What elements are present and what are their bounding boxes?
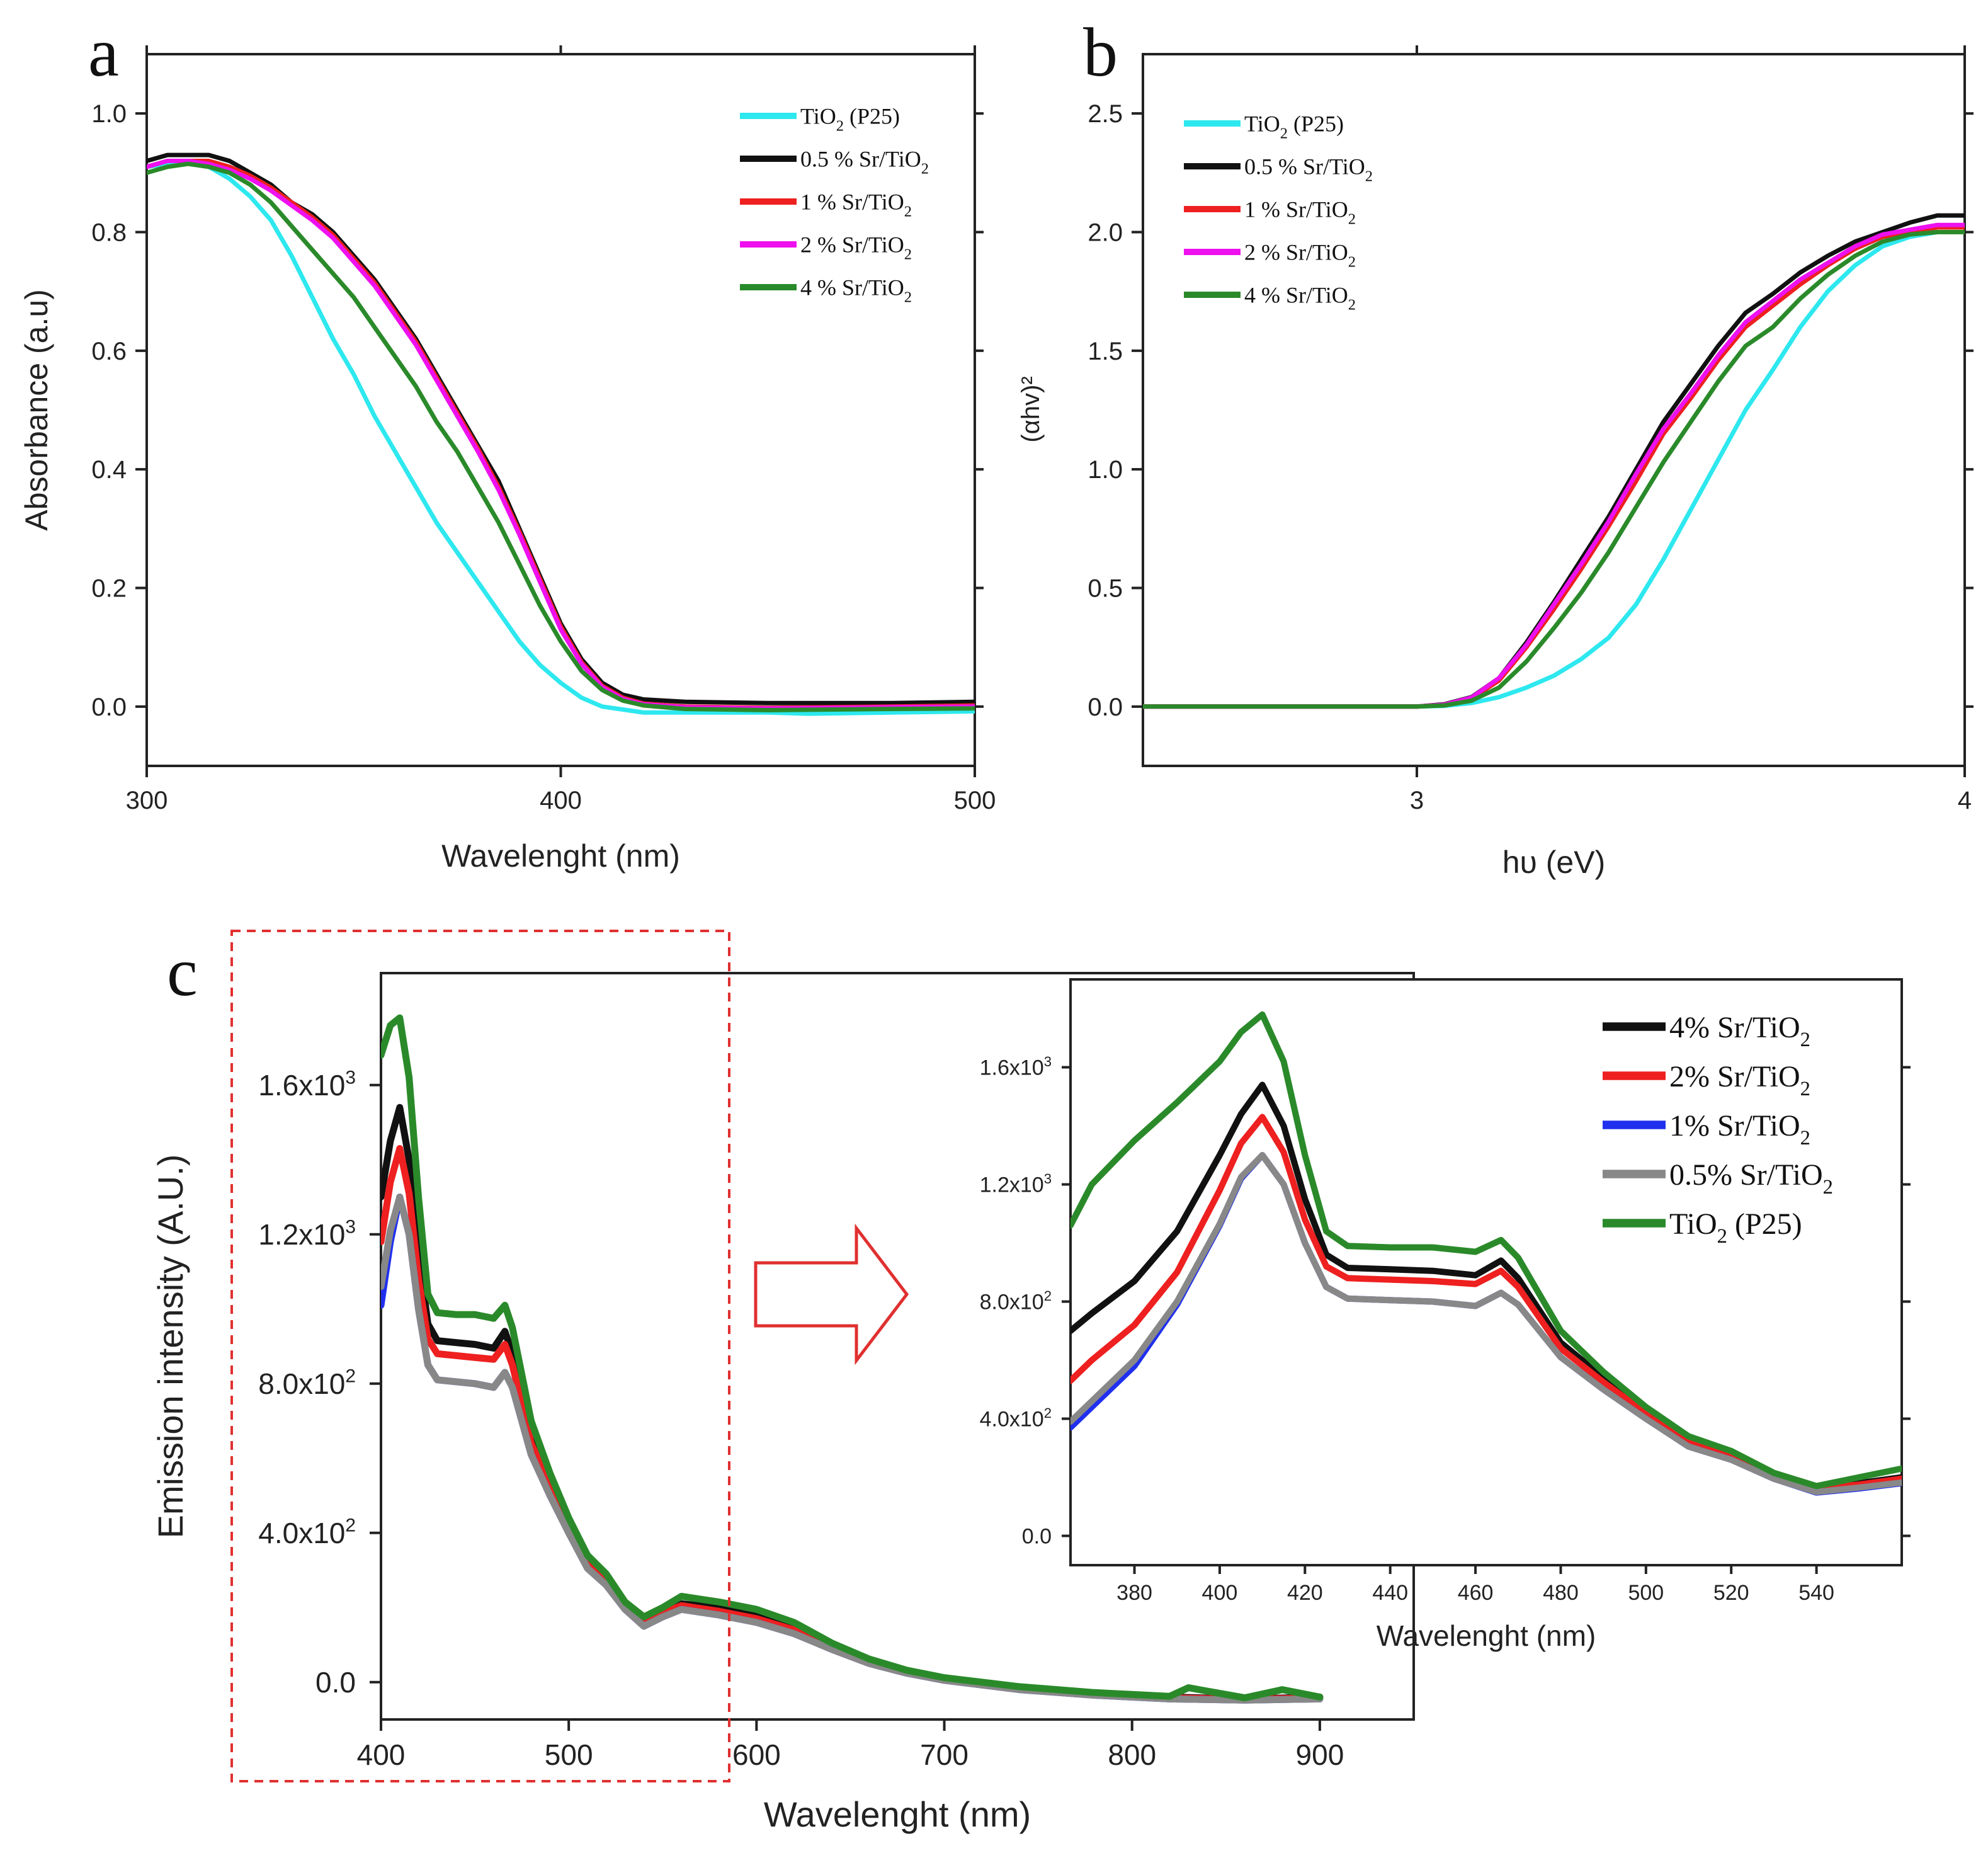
legend-label: 4 % Sr/TiO2 — [1244, 283, 1356, 314]
y-tick-label: 8.0x102 — [980, 1288, 1052, 1314]
x-tick-label: 380 — [1116, 1581, 1152, 1605]
y-tick-label: 4.0x102 — [258, 1515, 356, 1549]
zoom-region-box — [230, 930, 730, 1782]
y-tick-label: 1.5 — [1088, 338, 1123, 365]
zoom-arrow-icon — [754, 1223, 909, 1366]
series-group — [1143, 213, 1965, 709]
series-line-0-5-sr-tio2 — [1071, 1152, 1902, 1495]
series-line-tio2-p25- — [147, 159, 975, 716]
x-tick-label: 500 — [954, 787, 996, 814]
y-tick-label: 2.5 — [1088, 100, 1123, 128]
y-tick-label: 1.6x103 — [258, 1067, 356, 1101]
y-tick-label: 2.0 — [1088, 219, 1123, 247]
legend-label: 0.5 % Sr/TiO2 — [800, 147, 929, 178]
y-tick-label: 8.0x102 — [258, 1366, 356, 1400]
panel-c-inset-chart: 380 400 420 440 460 480 500 520 540 0.0 4.0x102 8.0… — [980, 978, 1911, 1652]
x-tick-label: 500 — [545, 1738, 593, 1771]
legend: TiO2 (P25) 0.5 % Sr/TiO2 1 % Sr/TiO2 2 % Sr… — [1184, 111, 1373, 314]
y-axis-label: Emission intensity (A.U.) — [151, 1155, 190, 1539]
x-tick-label: 4 — [1958, 787, 1972, 814]
legend: 4% Sr/TiO2 2% Sr/TiO2 1% Sr/TiO2 0.5% Sr/Ti… — [1603, 1011, 1833, 1248]
series-line-tio2-p25- — [381, 1014, 1324, 1702]
series-line-tio2-p25- — [1071, 1011, 1902, 1490]
y-tick-label: 0.8 — [91, 219, 127, 247]
legend-label: 0.5% Sr/TiO2 — [1669, 1158, 1833, 1199]
x-axis-label: hυ (eV) — [1502, 845, 1606, 880]
legend-label: 4% Sr/TiO2 — [1669, 1011, 1810, 1051]
x-axis-label: Wavelenght (nm) — [1377, 1619, 1596, 1652]
x-tick-label: 480 — [1543, 1581, 1579, 1605]
series-group — [147, 152, 975, 716]
x-tick-label: 540 — [1798, 1581, 1834, 1605]
legend-label: TiO2 (P25) — [1669, 1207, 1802, 1248]
legend-label: TiO2 (P25) — [800, 104, 900, 135]
y-tick-label: 1.0 — [91, 100, 127, 128]
x-tick-label: 3 — [1410, 787, 1424, 814]
y-tick-label: 0.0 — [91, 693, 127, 721]
plot-frame — [1142, 53, 1966, 767]
series-line-4-sr-tio2 — [1143, 230, 1965, 709]
y-tick-label: 0.4 — [91, 456, 127, 484]
x-tick-label: 700 — [920, 1738, 968, 1771]
y-tick-label: 0.5 — [1088, 575, 1123, 603]
legend-label: 2% Sr/TiO2 — [1669, 1060, 1810, 1100]
x-tick-label: 440 — [1372, 1581, 1408, 1605]
x-tick-label: 420 — [1287, 1581, 1323, 1605]
legend-label: 2 % Sr/TiO2 — [1244, 240, 1356, 271]
y-tick-label: 0.6 — [91, 338, 127, 365]
panel-b-label: b — [1083, 14, 1118, 91]
x-axis-label: Wavelenght (nm) — [441, 838, 680, 874]
y-axis-label: Absorbance (a.u) — [19, 289, 54, 531]
x-tick-label: 400 — [540, 787, 582, 814]
panel-b-chart: 3 4 0.0 0.5 1.0 1.5 2.0 2.5 hυ (eV) (αhv)² TiO2 (P… — [1017, 45, 1974, 880]
y-tick-label: 0.2 — [91, 575, 127, 603]
legend-label: 1% Sr/TiO2 — [1669, 1109, 1810, 1149]
x-axis-label: Wavelenght (nm) — [764, 1794, 1031, 1834]
y-tick-label: 1.2x103 — [980, 1171, 1052, 1197]
y-tick-label: 1.6x103 — [980, 1054, 1052, 1080]
y-tick-label: 1.2x103 — [258, 1216, 356, 1250]
panel-a-chart: 300 400 500 0.0 0.2 0.4 0.6 0.8 1.0 Wavelenght (n… — [19, 45, 996, 874]
x-tick-label: 900 — [1296, 1738, 1344, 1771]
series-line-2-sr-tio2 — [1143, 222, 1965, 709]
legend-label: TiO2 (P25) — [1244, 111, 1344, 142]
y-tick-label: 1.0 — [1088, 456, 1123, 484]
series-line-4-sr-tio2 — [147, 161, 975, 712]
x-tick-label: 500 — [1628, 1581, 1664, 1605]
panel-c-label: c — [167, 933, 198, 1010]
legend-label: 0.5 % Sr/TiO2 — [1244, 154, 1373, 185]
legend-label: 1 % Sr/TiO2 — [800, 190, 912, 220]
legend: TiO2 (P25) 0.5 % Sr/TiO2 1 % Sr/TiO2 2 % Sr… — [740, 104, 929, 306]
x-tick-label: 300 — [126, 787, 168, 814]
x-tick-label: 400 — [1202, 1581, 1238, 1605]
series-group — [1071, 1011, 1902, 1496]
legend-label: 2 % Sr/TiO2 — [800, 232, 912, 263]
legend-label: 1 % Sr/TiO2 — [1244, 197, 1356, 228]
x-tick-label: 800 — [1108, 1738, 1156, 1771]
panel-c-chart: 400 500 600 700 800 900 0.0 4.0x102 8.0x102 1.2x1… — [151, 972, 1415, 1834]
y-tick-label: 4.0x102 — [980, 1405, 1052, 1432]
plot-frame — [145, 53, 976, 767]
y-axis-label: (αhv)² — [1017, 376, 1045, 442]
x-tick-label: 520 — [1713, 1581, 1749, 1605]
y-tick-label: 0.0 — [1088, 693, 1123, 721]
x-tick-label: 600 — [732, 1738, 781, 1771]
x-tick-label: 400 — [357, 1738, 406, 1771]
series-line-tio2-p25- — [1143, 230, 1965, 709]
y-tick-label: 0.0 — [1022, 1524, 1052, 1548]
series-group — [381, 1014, 1324, 1704]
y-tick-label: 0.0 — [315, 1666, 356, 1699]
panel-a-label: a — [88, 14, 119, 91]
legend-label: 4 % Sr/TiO2 — [800, 275, 912, 306]
x-tick-label: 460 — [1458, 1581, 1494, 1605]
